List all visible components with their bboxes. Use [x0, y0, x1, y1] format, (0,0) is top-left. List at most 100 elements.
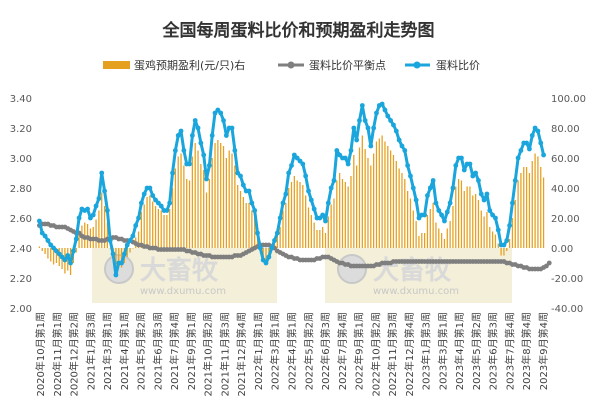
profit-bar — [313, 222, 315, 248]
ratio-point — [413, 197, 419, 203]
profit-bar — [191, 156, 194, 248]
profit-bar — [341, 179, 344, 248]
profit-bar — [452, 206, 454, 248]
profit-bar — [171, 188, 174, 248]
legend-breakeven-label: 蛋料比价平衡点 — [309, 58, 386, 72]
ratio-point — [272, 238, 277, 243]
ratio-point — [374, 110, 379, 116]
ratio-point — [362, 118, 368, 123]
profit-bar — [367, 158, 369, 248]
y-right-tick-label: 100.00 — [551, 94, 586, 105]
x-tick-label: 2022年3月第1周 — [269, 312, 282, 390]
x-tick-label: 2022年7月第4周 — [336, 312, 349, 390]
profit-bar — [415, 221, 417, 248]
profit-bar — [251, 210, 253, 248]
profit-bar — [350, 176, 352, 248]
ratio-point — [476, 178, 481, 183]
profit-bar — [466, 186, 468, 248]
ratio-point — [51, 245, 56, 251]
profit-bar — [214, 143, 216, 248]
ratio-point — [119, 260, 124, 266]
ratio-point — [368, 143, 374, 149]
x-tick-label: 2022年10月第2周 — [369, 312, 382, 397]
profit-bar — [310, 215, 312, 248]
profit-bar — [177, 156, 179, 248]
x-tick-label: 2023年7月第4周 — [503, 312, 516, 390]
profit-bar — [489, 227, 491, 248]
y-left-tick-label: 2.80 — [10, 184, 32, 195]
ratio-point — [249, 200, 255, 206]
ratio-point — [212, 110, 218, 116]
x-tick-label: 2020年11月第1周 — [51, 312, 64, 397]
ratio-point — [410, 185, 416, 191]
watermark-url: www.dxumu.com — [373, 286, 459, 297]
profit-bar — [55, 248, 58, 263]
ratio-point — [121, 251, 127, 257]
ratio-point — [504, 238, 510, 243]
profit-bar — [129, 248, 131, 253]
profit-bar — [234, 165, 236, 248]
x-tick-label: 2021年4月第1周 — [118, 312, 131, 390]
profit-bar — [531, 161, 533, 248]
ratio-point — [252, 208, 258, 213]
profit-bar — [525, 167, 528, 248]
ratio-point — [396, 137, 402, 143]
ratio-point — [45, 238, 51, 243]
profit-bar — [245, 203, 247, 248]
ratio-point — [90, 212, 96, 218]
ratio-point — [68, 260, 73, 266]
profit-bar — [404, 179, 406, 248]
x-tick-label: 2023年8月第4周 — [520, 312, 533, 390]
ratio-point — [529, 133, 535, 138]
ratio-point — [405, 163, 411, 168]
x-tick-label: 2022年5月第2周 — [302, 312, 315, 390]
x-tick-label: 2022年9月第1周 — [353, 312, 366, 390]
x-tick-label: 2021年1月第3周 — [84, 312, 97, 390]
ratio-point — [541, 152, 546, 158]
ratio-point — [127, 238, 133, 243]
profit-bar — [132, 248, 134, 249]
ratio-point — [175, 133, 181, 138]
ratio-point — [461, 167, 467, 173]
profit-bar — [169, 209, 171, 248]
ratio-point — [459, 155, 464, 161]
profit-bar — [174, 168, 177, 248]
ratio-point — [71, 248, 76, 254]
profit-bar — [330, 204, 332, 248]
profit-bar — [115, 248, 117, 277]
ratio-point — [158, 203, 164, 209]
y-left-tick-label: 3.20 — [10, 124, 32, 135]
ratio-point — [167, 200, 173, 206]
ratio-point — [124, 242, 130, 248]
ratio-point — [510, 200, 515, 206]
profit-bar — [426, 215, 429, 248]
ratio-point — [99, 170, 105, 176]
x-tick-label: 2021年12月第4周 — [235, 312, 248, 397]
profit-bar — [520, 173, 522, 248]
profit-bar — [327, 216, 329, 248]
profit-bar — [540, 167, 542, 248]
profit-bar — [537, 156, 539, 248]
ratio-point — [478, 191, 484, 197]
ratio-point — [215, 107, 221, 113]
profit-bar — [381, 135, 383, 248]
ratio-point — [240, 182, 246, 188]
ratio-point — [515, 155, 521, 161]
ratio-point — [269, 245, 275, 251]
profit-bar — [78, 233, 80, 248]
ratio-point — [427, 185, 433, 191]
profit-bar — [282, 210, 284, 248]
x-tick-label: 2021年7月第4周 — [168, 312, 181, 390]
profit-bar — [118, 248, 120, 268]
ratio-point — [113, 272, 119, 278]
profit-bar — [494, 234, 497, 248]
profit-bar — [316, 230, 318, 248]
profit-bar — [401, 173, 403, 248]
profit-bar — [50, 248, 52, 262]
legend-breakeven-marker — [287, 61, 295, 69]
y-left-tick-label: 2.60 — [10, 214, 32, 225]
profit-bar — [423, 233, 426, 248]
ratio-point — [490, 212, 496, 218]
ratio-point — [283, 191, 289, 197]
